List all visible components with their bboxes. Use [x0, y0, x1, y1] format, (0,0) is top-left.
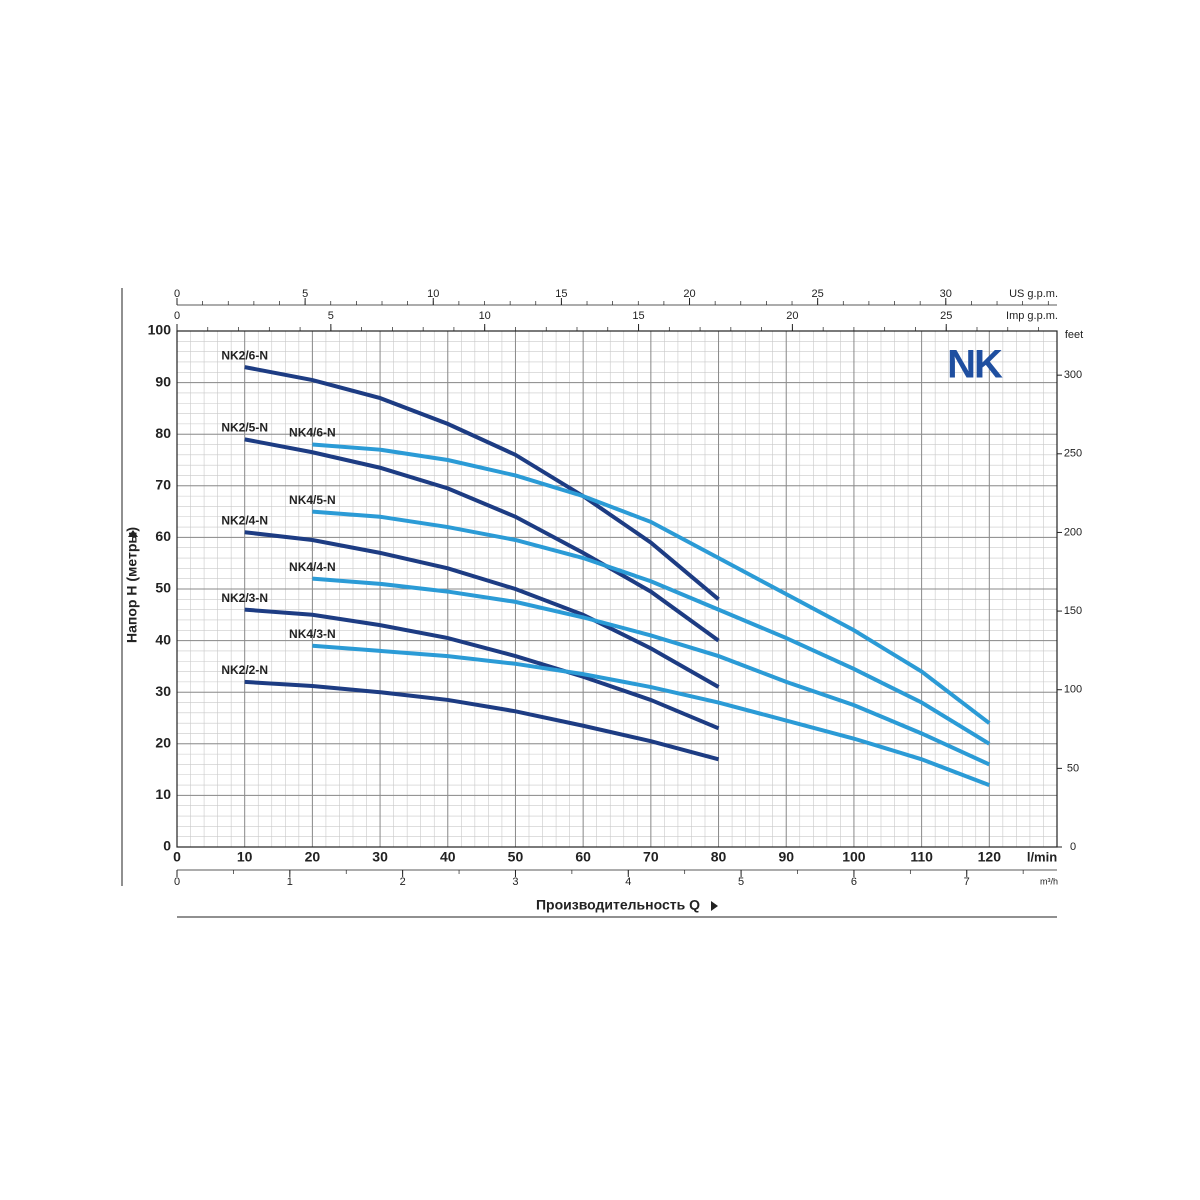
y2-unit: feet [1065, 329, 1083, 341]
y-tick-label: 50 [155, 580, 171, 596]
secondary-axis-unit: Imp g.p.m. [1006, 310, 1058, 322]
secondary-tick-label: 5 [302, 288, 308, 300]
y-tick-label: 70 [155, 477, 171, 493]
x-tick-label: 40 [440, 849, 456, 865]
secondary-axis-unit: US g.p.m. [1009, 288, 1058, 300]
secondary-tick-label: 6 [851, 876, 857, 888]
curve [312, 643, 991, 787]
secondary-tick-label: 4 [625, 876, 631, 888]
logo: NK [947, 343, 1003, 387]
x-axis-title: Производительность Q [536, 897, 700, 913]
x-tick-label: 110 [910, 849, 933, 865]
secondary-tick-label: 7 [964, 876, 970, 888]
y2-tick-label: 200 [1064, 526, 1082, 538]
series-label: NK4/6-N [289, 426, 336, 440]
x-tick-label: 120 [978, 849, 1002, 865]
series-label: NK2/5-N [221, 421, 268, 435]
x-tick-label: 10 [237, 849, 253, 865]
x-tick-label: 100 [842, 849, 866, 865]
curve [244, 437, 720, 643]
x-tick-label: 70 [643, 849, 659, 865]
x-tick-label: 50 [508, 849, 524, 865]
secondary-tick-label: 5 [328, 310, 334, 322]
secondary-tick-label: 1 [287, 876, 293, 888]
secondary-tick-label: 20 [683, 288, 695, 300]
x-tick-label: 0 [173, 849, 181, 865]
y-arrow [128, 530, 138, 537]
secondary-tick-label: 10 [479, 310, 491, 322]
series-label: NK2/2-N [221, 663, 268, 677]
secondary-tick-label: 0 [174, 876, 180, 888]
curve [312, 442, 991, 725]
secondary-tick-label: 25 [812, 288, 824, 300]
secondary-tick-label: 15 [632, 310, 644, 322]
secondary-tick-label: 10 [427, 288, 439, 300]
secondary-tick-label: 0 [174, 310, 180, 322]
series-label: NK2/6-N [221, 348, 268, 362]
secondary-tick-label: 2 [400, 876, 406, 888]
y2-tick-label: 50 [1067, 762, 1079, 774]
secondary-tick-label: 3 [512, 876, 518, 888]
plot: NK2/6-N NK2/5-N NK2/4-N NK2/3-N NK2/2-N NK4/6… [221, 348, 991, 787]
y2-tick-label: 250 [1064, 448, 1082, 460]
series-label: NK4/3-N [289, 627, 336, 641]
curve [244, 607, 720, 731]
y-tick-label: 20 [155, 735, 171, 751]
secondary-axis-unit: m³/h [1040, 876, 1058, 886]
y-tick-label: 80 [155, 425, 171, 441]
series-label: NK4/5-N [289, 493, 336, 507]
x-tick-label: 20 [305, 849, 321, 865]
y-tick-label: 0 [163, 838, 171, 854]
x-tick-label: 30 [372, 849, 388, 865]
y-axis-title: Напор H (метры) [124, 527, 140, 643]
x-tick-label: 60 [575, 849, 591, 865]
y-tick-label: 10 [155, 786, 171, 802]
series-label: NK2/4-N [221, 513, 268, 527]
y-tick-label: 30 [155, 683, 171, 699]
grid [176, 330, 1058, 848]
x-unit: l/min [1027, 849, 1057, 864]
y2-tick-label: 150 [1064, 605, 1082, 617]
series-label: NK4/4-N [289, 560, 336, 574]
series-label: NK2/3-N [221, 591, 268, 605]
y-tick-label: 90 [155, 373, 171, 389]
secondary-tick-label: 0 [174, 288, 180, 300]
secondary-tick-label: 30 [940, 288, 952, 300]
y-tick-label: 60 [155, 528, 171, 544]
secondary-tick-label: 5 [738, 876, 744, 888]
x-tick-label: 90 [778, 849, 794, 865]
x-arrow [711, 901, 718, 911]
y2-tick-label: 0 [1070, 841, 1076, 853]
y2-tick-label: 100 [1064, 684, 1082, 696]
secondary-tick-label: 15 [555, 288, 567, 300]
y-tick-label: 100 [148, 322, 172, 338]
y2-tick-label: 300 [1064, 369, 1082, 381]
x-tick-label: 80 [711, 849, 727, 865]
secondary-tick-label: 25 [940, 310, 952, 322]
curve [244, 530, 720, 689]
curve [244, 365, 720, 601]
y-tick-label: 40 [155, 631, 171, 647]
secondary-tick-label: 20 [786, 310, 798, 322]
curve [312, 509, 991, 746]
curve [244, 679, 720, 762]
curve [312, 576, 991, 767]
